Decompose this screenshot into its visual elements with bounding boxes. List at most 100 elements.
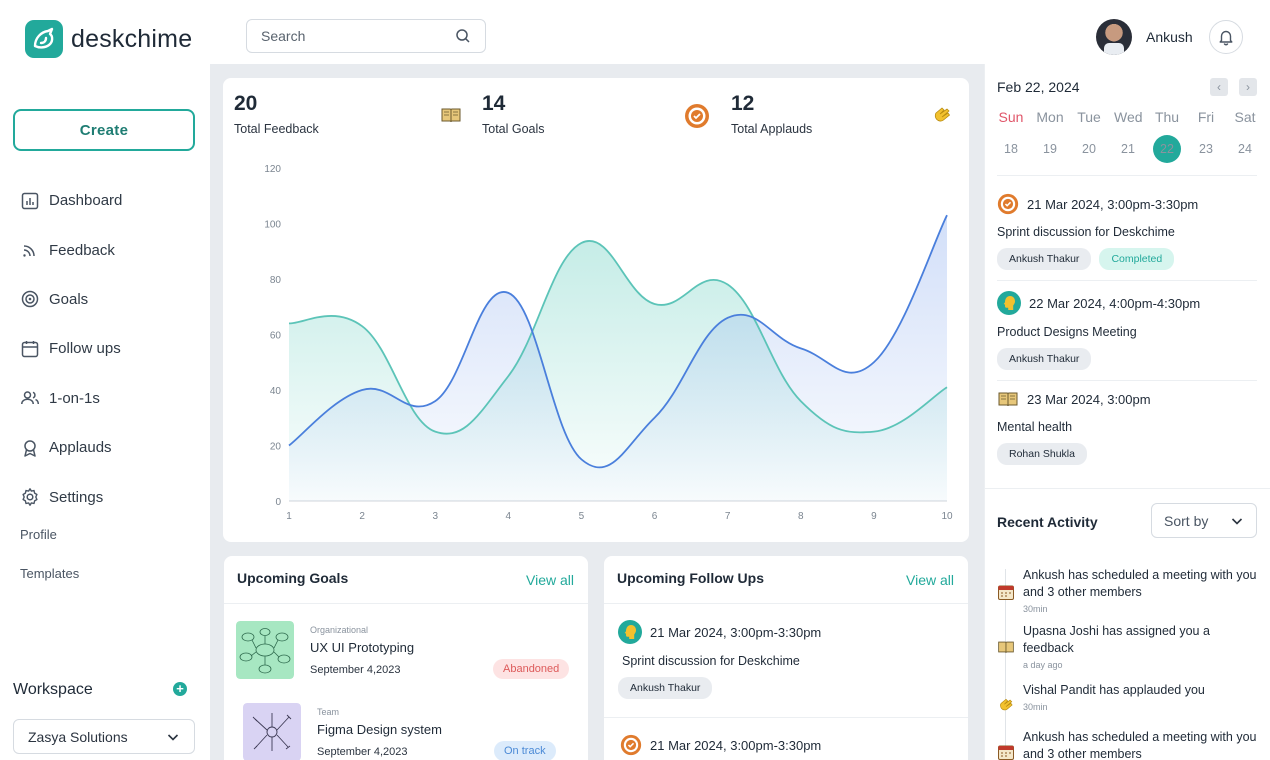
- goal-date: September 4,2023: [310, 664, 401, 676]
- sidebar-item-label: Follow ups: [49, 340, 121, 358]
- sidebar-item-follow-ups[interactable]: Follow ups: [20, 324, 122, 373]
- sidebar-item-1-on-1s[interactable]: 1-on-1s: [20, 374, 122, 423]
- stat-value: 14: [482, 92, 506, 115]
- logo[interactable]: deskchime: [25, 20, 192, 58]
- divider: [997, 380, 1257, 381]
- calendar-day[interactable]: 21: [1121, 142, 1135, 156]
- sidebar-item-applauds[interactable]: Applauds: [20, 423, 122, 472]
- book-icon: [998, 641, 1014, 653]
- x-tick-label: 5: [579, 511, 585, 522]
- head-icon: [618, 620, 642, 644]
- calendar-day-today[interactable]: 22: [1153, 135, 1181, 163]
- x-tick-label: 1: [286, 511, 292, 522]
- user-name[interactable]: Ankush: [1146, 29, 1193, 45]
- weekday: Wed: [1114, 109, 1143, 125]
- y-tick-label: 120: [264, 164, 281, 175]
- divider: [224, 603, 588, 604]
- person-chip: Rohan Shukla: [997, 443, 1087, 465]
- sidebar-nav: Dashboard Feedback Goals Follow ups 1-on…: [20, 176, 122, 522]
- upcoming-followups-card: Upcoming Follow Ups View all 21 Mar 2024…: [604, 556, 968, 760]
- activity-item: Upasna Joshi has assigned you a feedback…: [997, 623, 1259, 670]
- calendar-weekdays: Sun Mon Tue Wed Thu Fri Sat: [997, 109, 1259, 125]
- book-icon: [998, 392, 1018, 407]
- y-tick-label: 0: [275, 497, 281, 508]
- stat-label: Total Feedback: [234, 122, 319, 136]
- calendar-day[interactable]: 19: [1043, 142, 1057, 156]
- activity-item: Vishal Pandit has applauded you 30min: [997, 682, 1259, 712]
- calendar-day[interactable]: 18: [1004, 142, 1018, 156]
- workspace-select[interactable]: Zasya Solutions: [13, 719, 195, 754]
- gear-icon: [22, 488, 38, 506]
- stat-applauds: 12 Total Applauds: [731, 92, 812, 136]
- calendar-day[interactable]: 23: [1199, 142, 1213, 156]
- y-tick-label: 60: [270, 331, 282, 342]
- target-icon: [685, 104, 709, 128]
- calendar-day[interactable]: 24: [1238, 142, 1252, 156]
- profile-link[interactable]: Profile: [20, 527, 57, 542]
- search-placeholder: Search: [261, 28, 306, 44]
- notifications-button[interactable]: [1208, 20, 1243, 54]
- stat-value: 12: [731, 92, 755, 115]
- sidebar-item-settings[interactable]: Settings: [20, 472, 122, 521]
- followup-item[interactable]: 21 Mar 2024, 3:00pm-3:30pm Sprint discus…: [618, 620, 958, 699]
- status-badge: On track: [494, 741, 556, 760]
- event-datetime: 21 Mar 2024, 3:00pm-3:30pm: [1027, 196, 1199, 212]
- calendar-days: 18 19 20 21 22 23 24: [997, 135, 1259, 163]
- calendar-day[interactable]: 20: [1082, 142, 1096, 156]
- activity-timeline: [1005, 569, 1006, 759]
- sidebar-item-label: Applauds: [49, 439, 112, 457]
- event-datetime: 23 Mar 2024, 3:00pm: [1027, 391, 1151, 407]
- card-title: Upcoming Goals: [237, 570, 349, 586]
- goal-item[interactable]: Organizational UX UI Prototyping Septemb…: [236, 621, 576, 691]
- person-chip: Ankush Thakur: [618, 677, 713, 699]
- avatar[interactable]: [1096, 19, 1132, 55]
- event-datetime: 22 Mar 2024, 4:00pm-4:30pm: [1029, 295, 1201, 311]
- award-icon: [24, 439, 36, 457]
- activity-text: Vishal Pandit has applauded you: [1023, 683, 1205, 697]
- create-button[interactable]: Create: [13, 109, 195, 151]
- upcoming-goals-card: Upcoming Goals View all Organizational U…: [224, 556, 588, 760]
- calendar-next-button[interactable]: ›: [1239, 78, 1257, 96]
- x-tick-label: 8: [798, 511, 804, 522]
- x-tick-label: 4: [506, 511, 512, 522]
- chevron-down-icon: [1231, 517, 1243, 525]
- templates-link[interactable]: Templates: [20, 566, 80, 581]
- view-all-followups-link[interactable]: View all: [906, 572, 954, 588]
- target-icon: [620, 734, 642, 756]
- event-item[interactable]: 23 Mar 2024, 3:00pm Mental health Rohan …: [997, 388, 1259, 465]
- sidebar-item-dashboard[interactable]: Dashboard: [20, 176, 122, 225]
- followup-item[interactable]: 21 Mar 2024, 3:00pm-3:30pm: [620, 734, 960, 756]
- x-tick-label: 9: [871, 511, 877, 522]
- activity-text: Ankush has scheduled a meeting with you …: [1023, 568, 1257, 599]
- recent-activity-title: Recent Activity: [997, 514, 1098, 530]
- sidebar-item-feedback[interactable]: Feedback: [20, 225, 122, 274]
- event-item[interactable]: 22 Mar 2024, 4:00pm-4:30pm Product Desig…: [997, 291, 1259, 370]
- followup-title: Sprint discussion for Deskchime: [622, 654, 800, 668]
- mindmap-thumbnail: [236, 621, 294, 679]
- right-panel: Feb 22, 2024 ‹ › Sun Mon Tue Wed Thu Fri…: [984, 64, 1270, 760]
- sidebar-item-label: Settings: [49, 488, 104, 506]
- clap-icon: [1000, 698, 1013, 711]
- search-input[interactable]: Search: [246, 19, 486, 53]
- stat-value: 20: [234, 92, 258, 115]
- activity-time: 30min: [1023, 702, 1048, 712]
- x-tick-label: 3: [432, 511, 438, 522]
- goal-name: Figma Design system: [317, 722, 442, 737]
- sort-by-select[interactable]: Sort by: [1151, 503, 1257, 538]
- sidebar-item-label: 1-on-1s: [49, 389, 100, 407]
- main-content: 20 Total Feedback 14 Total Goals 12 Tota…: [210, 64, 984, 760]
- goal-item[interactable]: Team Figma Design system September 4,202…: [243, 703, 583, 760]
- divider: [997, 280, 1257, 281]
- view-all-goals-link[interactable]: View all: [526, 572, 574, 588]
- person-chip: Ankush Thakur: [997, 248, 1092, 270]
- divider: [997, 175, 1257, 176]
- calendar-prev-button[interactable]: ‹: [1210, 78, 1228, 96]
- sidebar: deskchime Create Dashboard Feedback Goal…: [0, 0, 210, 760]
- event-item[interactable]: 21 Mar 2024, 3:00pm-3:30pm Sprint discus…: [997, 193, 1259, 270]
- x-tick-label: 7: [725, 511, 731, 522]
- activity-text: Ankush has scheduled a meeting with you …: [1023, 730, 1257, 760]
- add-workspace-button[interactable]: +: [173, 682, 187, 696]
- y-tick-label: 80: [270, 275, 282, 286]
- goals-icon: [21, 291, 39, 308]
- sidebar-item-goals[interactable]: Goals: [20, 275, 122, 324]
